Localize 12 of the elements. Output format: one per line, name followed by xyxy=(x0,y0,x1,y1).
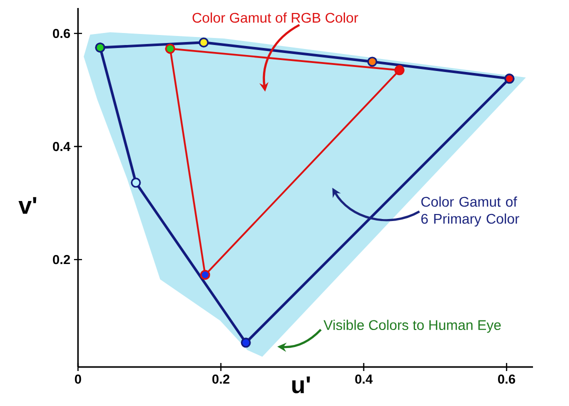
y-tick-label: 0.6 xyxy=(52,28,70,38)
x-axis-title: u' xyxy=(292,376,310,394)
y-tick-label: 0.2 xyxy=(52,254,70,264)
x-tick-label: 0.2 xyxy=(212,374,230,384)
y-axis-title: v' xyxy=(18,197,36,214)
x-tick-label: 0 xyxy=(74,374,82,384)
x-tick-label: 0.4 xyxy=(355,374,373,384)
annotation: Color Gamut of 6 Primary Color xyxy=(421,196,520,227)
annotation: Visible Colors to Human Eye xyxy=(324,320,501,333)
annotation: Color Gamut of RGB Color xyxy=(192,12,358,23)
y-tick-label: 0.4 xyxy=(52,142,70,152)
x-tick-label: 0.6 xyxy=(498,374,516,384)
